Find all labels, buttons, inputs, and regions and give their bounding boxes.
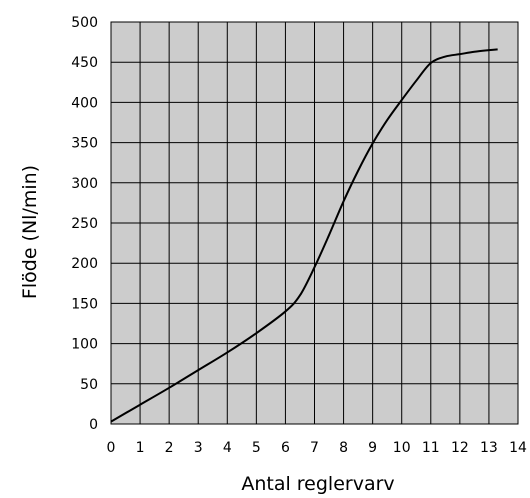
- x-tick-label: 2: [165, 440, 174, 456]
- y-tick-label: 450: [71, 55, 98, 71]
- y-tick-label: 400: [71, 95, 98, 111]
- y-tick-label: 500: [71, 15, 98, 31]
- y-tick-label: 350: [71, 136, 98, 152]
- x-tick-label: 5: [252, 440, 261, 456]
- y-tick-label: 250: [71, 216, 98, 232]
- x-tick-label: 0: [107, 440, 116, 456]
- y-tick-label: 300: [71, 176, 98, 192]
- x-tick-label: 9: [368, 440, 377, 456]
- y-tick-label: 50: [80, 377, 98, 393]
- y-axis-tick-labels: 0 50 100 150 200 250 300 350 400 450 500: [71, 15, 98, 433]
- series-group: [110, 48, 498, 423]
- x-tick-label: 13: [480, 440, 498, 456]
- x-tick-label: 1: [136, 440, 145, 456]
- x-tick-label: 3: [194, 440, 203, 456]
- x-axis-tick-labels: 0 1 2 3 4 5 6 7 8 9 10 11 12 13 14: [107, 440, 527, 456]
- y-tick-label: 150: [71, 296, 98, 312]
- horizontal-gridlines: [111, 21, 518, 425]
- flow-curve-line: [110, 48, 498, 423]
- x-tick-label: 12: [451, 440, 469, 456]
- y-tick-label: 0: [89, 417, 98, 433]
- x-tick-label: 10: [393, 440, 411, 456]
- x-tick-label: 11: [422, 440, 440, 456]
- y-axis-title: Flöde (Nl/min): [19, 165, 41, 299]
- x-tick-label: 7: [310, 440, 319, 456]
- x-tick-label: 8: [339, 440, 348, 456]
- y-tick-label: 200: [71, 256, 98, 272]
- y-tick-label: 100: [71, 337, 98, 353]
- x-tick-label: 6: [281, 440, 290, 456]
- x-axis-title: Antal reglervarv: [241, 473, 394, 495]
- x-tick-label: 14: [509, 440, 527, 456]
- x-tick-label: 4: [223, 440, 232, 456]
